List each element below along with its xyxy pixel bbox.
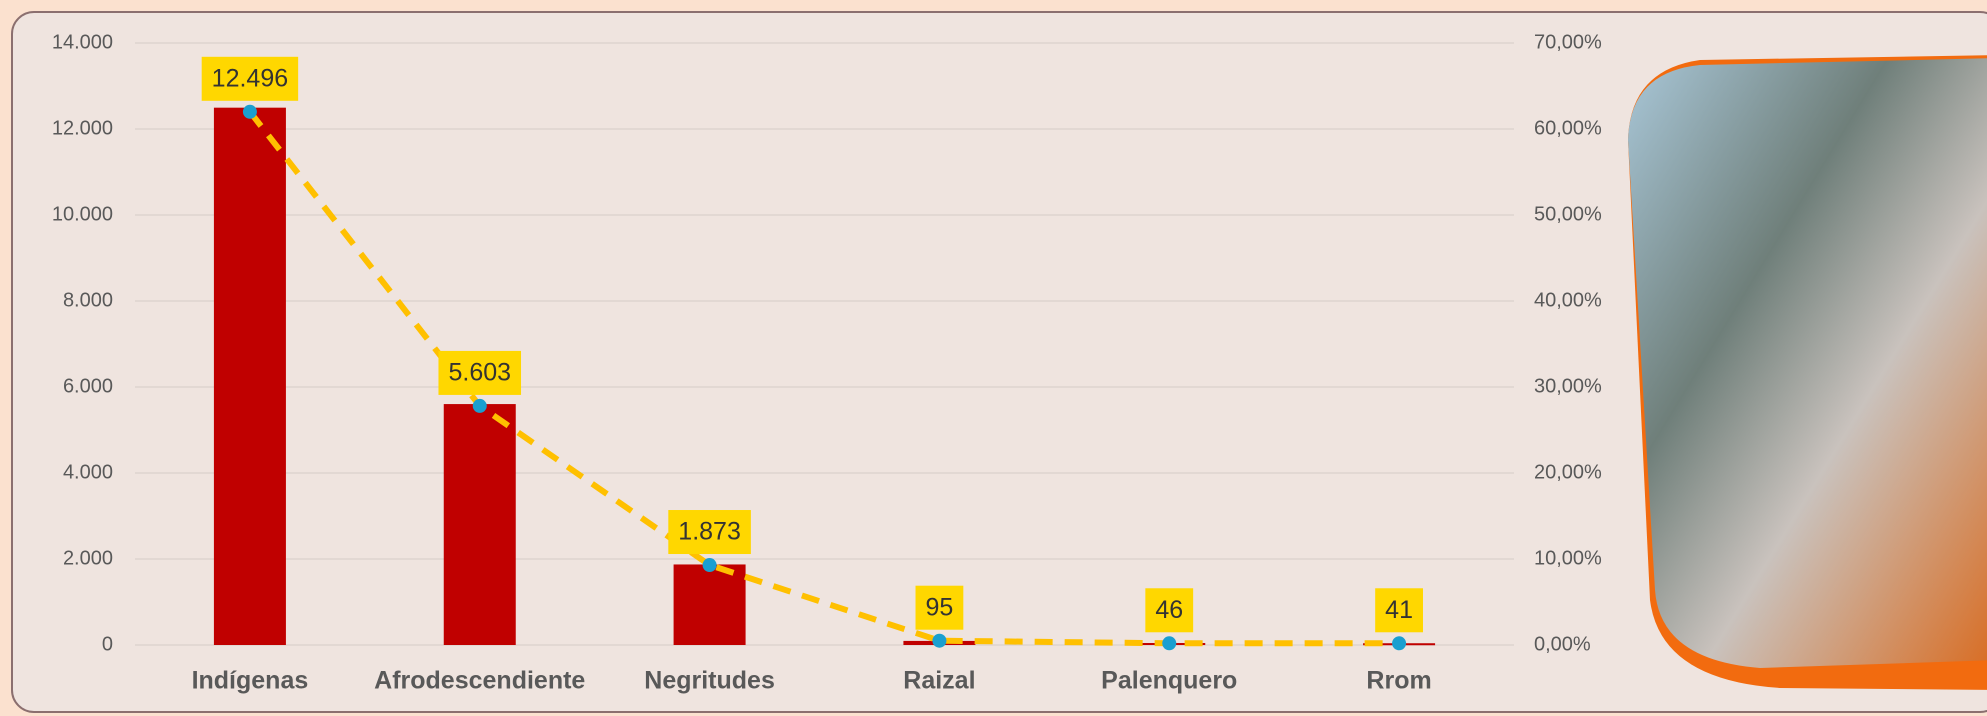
value-label-box	[1145, 588, 1194, 633]
y-tick-label: 14.000	[52, 31, 113, 53]
value-label: 1.873	[678, 518, 741, 546]
x-tick-label: Indígenas	[192, 667, 309, 695]
bar	[673, 564, 746, 645]
y2-tick-label: 40,00%	[1534, 289, 1602, 311]
y2-tick-label: 20,00%	[1534, 461, 1602, 483]
y2-tick-label: 60,00%	[1534, 117, 1602, 139]
line-marker	[702, 558, 717, 573]
value-label: 41	[1385, 596, 1413, 624]
line-marker	[932, 633, 947, 648]
y-tick-label: 8.000	[63, 289, 113, 311]
y-tick-label: 6.000	[63, 375, 113, 397]
y-tick-label: 12.000	[52, 117, 113, 139]
value-label-box	[201, 56, 299, 101]
y-tick-label: 2.000	[63, 547, 113, 569]
bar	[443, 404, 516, 645]
y-tick-label: 4.000	[63, 461, 113, 483]
line-marker	[1392, 636, 1407, 651]
x-tick-label: Palenquero	[1101, 667, 1237, 695]
value-label-box	[668, 510, 751, 555]
value-label: 46	[1155, 596, 1183, 624]
value-label-box	[1375, 588, 1423, 633]
line-marker	[472, 398, 487, 413]
y2-tick-label: 70,00%	[1534, 31, 1602, 53]
x-tick-label: Rrom	[1366, 667, 1431, 695]
line-marker	[1162, 636, 1177, 651]
x-tick-label: Negritudes	[644, 667, 775, 695]
y-tick-label: 10.000	[52, 203, 113, 225]
y2-tick-label: 0,00%	[1534, 633, 1591, 655]
value-label-box	[915, 585, 964, 630]
value-label: 5.603	[448, 359, 511, 387]
y2-tick-label: 10,00%	[1534, 547, 1602, 569]
value-label-box	[438, 350, 522, 395]
line-marker	[242, 104, 257, 119]
value-label: 12.496	[212, 64, 288, 92]
value-label: 95	[926, 593, 954, 621]
y2-tick-label: 30,00%	[1534, 375, 1602, 397]
x-tick-label: Raizal	[903, 667, 975, 695]
y2-tick-label: 50,00%	[1534, 203, 1602, 225]
photo	[1628, 55, 1987, 690]
y-tick-label: 0	[102, 633, 113, 655]
bar	[213, 107, 286, 645]
x-tick-label: Afrodescendiente	[374, 667, 585, 695]
